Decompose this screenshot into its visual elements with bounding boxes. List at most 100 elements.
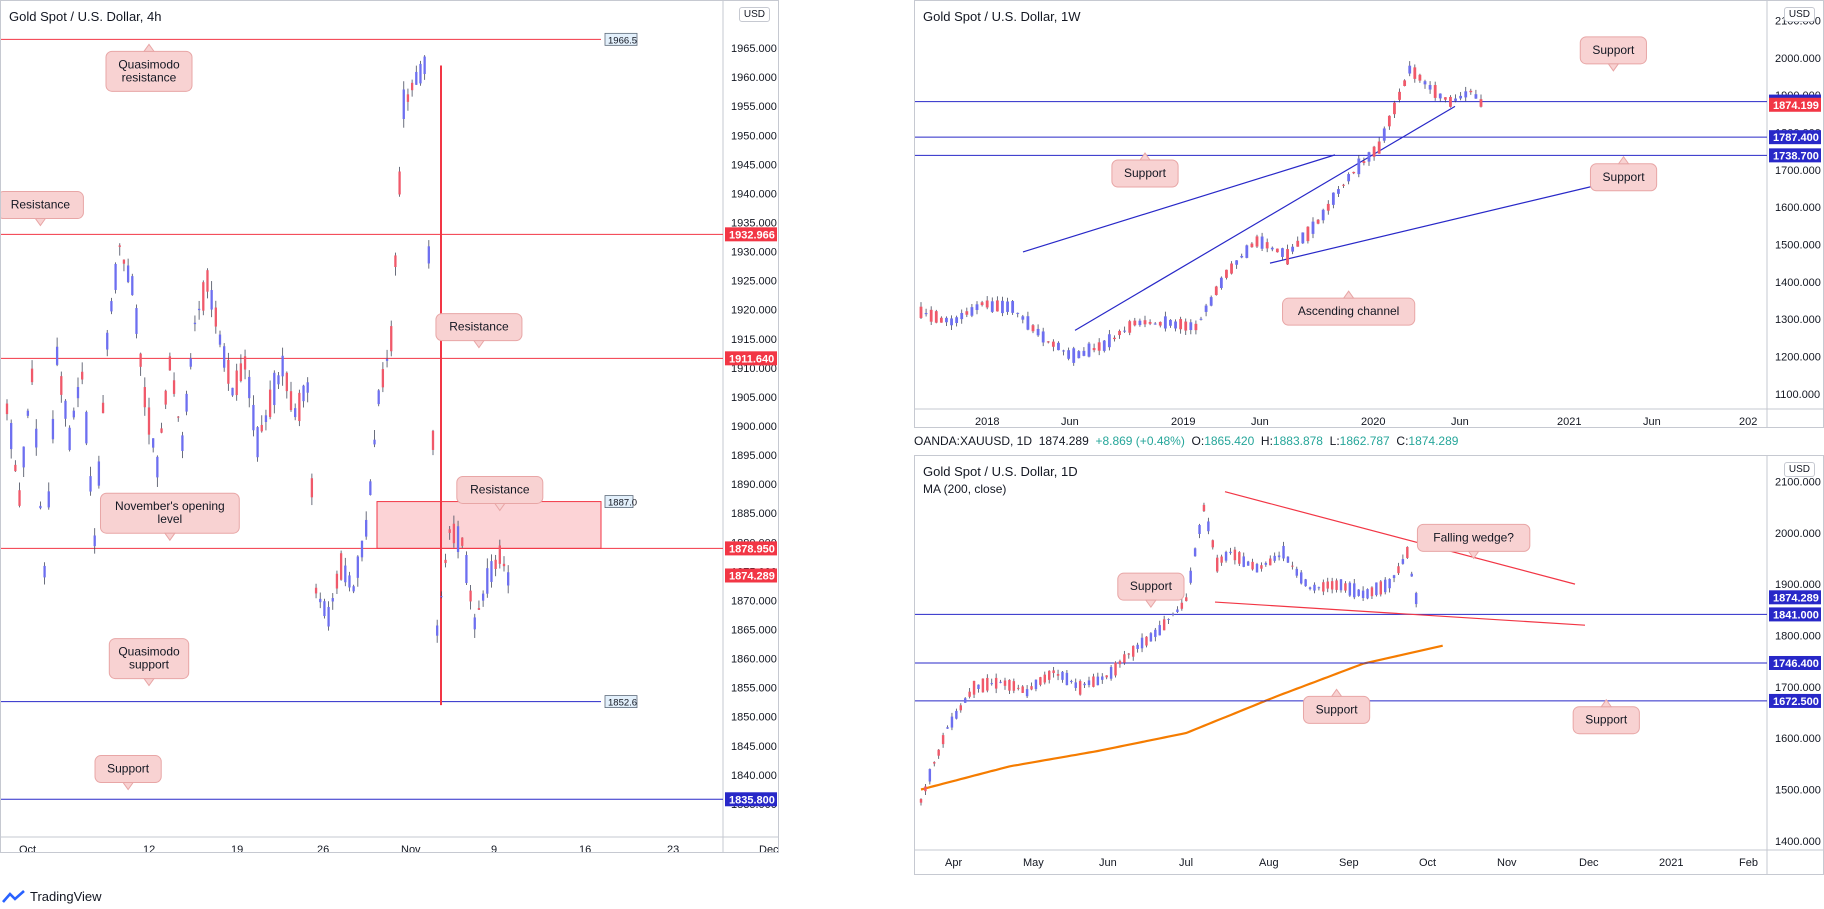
candle-body — [1207, 521, 1210, 532]
candle-body — [1052, 670, 1055, 674]
candle-body — [419, 63, 422, 84]
candle-body — [1136, 644, 1139, 649]
candle-body — [1269, 558, 1272, 566]
candle-body — [64, 400, 67, 419]
candle-body — [235, 370, 238, 396]
callout-pointer — [143, 678, 155, 687]
currency-badge[interactable]: USD — [738, 7, 770, 22]
candle-body — [35, 428, 38, 448]
x-tick-label: Sep — [1339, 857, 1359, 869]
tradingview-logo[interactable]: TradingView — [2, 889, 102, 904]
candle-body — [1304, 579, 1307, 587]
x-tick-label: Jun — [1099, 857, 1117, 869]
candle-body — [1176, 609, 1179, 613]
candle-body — [1163, 316, 1167, 329]
candle-body — [452, 523, 456, 544]
callout-pointer — [472, 340, 485, 349]
candle-body — [47, 491, 50, 508]
chart-panel-1d[interactable]: Gold Spot / U.S. Dollar, 1D MA (200, clo… — [914, 455, 1824, 875]
candle-body — [955, 710, 958, 719]
candle-body — [1061, 671, 1064, 680]
candle-body — [1077, 351, 1081, 359]
candle-body — [1153, 323, 1157, 325]
candle-body — [436, 625, 439, 636]
y-tick-label: 1600.000 — [1775, 733, 1821, 745]
y-tick-label: 1945.000 — [731, 159, 777, 171]
candle-body — [68, 427, 71, 450]
candle-body — [85, 411, 88, 444]
candle-body — [1291, 565, 1294, 567]
callout-pointer — [1342, 290, 1355, 299]
legend-close-label: C: — [1396, 434, 1409, 448]
candle-body — [264, 415, 268, 422]
x-tick-label: 2018 — [975, 416, 999, 428]
x-tick-label: Nov — [401, 844, 421, 853]
candle-body — [18, 490, 21, 506]
candle-body — [946, 727, 949, 729]
candle-body — [1438, 93, 1442, 99]
currency-badge[interactable]: USD — [1783, 462, 1815, 477]
candle-body — [1087, 343, 1091, 357]
candle-body — [281, 355, 284, 377]
candle-body — [214, 307, 217, 327]
candle-body — [1025, 689, 1029, 697]
candle-body — [1414, 593, 1418, 605]
candle-body — [55, 346, 59, 365]
price-tag-label: 1738.700 — [1773, 150, 1819, 162]
candle-body — [1317, 587, 1321, 589]
candle-body — [981, 678, 985, 693]
candle-body — [502, 563, 506, 567]
candle-body — [919, 798, 923, 803]
candle-body — [990, 301, 994, 312]
candle-body — [106, 332, 109, 350]
candle-body — [1352, 171, 1356, 174]
legend-low: 1862.787 — [1339, 434, 1390, 448]
candle-body — [465, 555, 468, 584]
candle-body — [1281, 248, 1284, 257]
chart-panel-4h[interactable]: Gold Spot / U.S. Dollar, 4h USD 1835.000… — [0, 0, 779, 853]
candle-body — [1245, 245, 1249, 258]
x-tick-label: Aug — [1259, 857, 1279, 869]
candle-body — [972, 680, 976, 695]
candle-body — [1449, 96, 1452, 107]
candle-body — [339, 553, 343, 580]
candle-body — [227, 359, 230, 384]
candle-body — [423, 56, 426, 75]
x-tick-label: 19 — [231, 844, 243, 853]
candle-body — [1109, 667, 1113, 679]
candle-body — [970, 307, 974, 316]
candle-body — [444, 559, 447, 564]
y-tick-label: 1300.000 — [1775, 314, 1821, 326]
candle-body — [1433, 85, 1437, 98]
currency-badge[interactable]: USD — [1783, 7, 1815, 22]
candle-body — [39, 505, 42, 509]
candle-body — [1039, 677, 1042, 685]
candle-body — [1251, 561, 1254, 570]
channel-lower — [1074, 105, 1456, 331]
candle-body — [1479, 99, 1483, 107]
candle-body — [985, 300, 989, 308]
candle-body — [965, 311, 969, 315]
y-tick-label: 1700.000 — [1775, 165, 1821, 177]
candle-body — [193, 322, 197, 325]
chart-1w-svg[interactable]: 1100.000 1200.000 1300.000 1400.000 1500.000… — [915, 1, 1824, 428]
chart-4h-svg[interactable]: 1835.0001840.0001845.0001850.0001855.000… — [1, 1, 779, 853]
candle-body — [1026, 316, 1030, 330]
candle-body — [1367, 152, 1371, 162]
candle-body — [110, 301, 113, 312]
callout-text: Support — [1130, 579, 1173, 593]
candle-body — [1331, 192, 1335, 205]
chart-panel-1w[interactable]: Gold Spot / U.S. Dollar, 1W USD 1100.000… — [914, 0, 1824, 428]
callout-pointer — [34, 218, 47, 227]
candle-body — [1238, 552, 1241, 564]
resistance-zone — [376, 501, 602, 549]
legend-low-label: L: — [1329, 434, 1340, 448]
candle-body — [335, 573, 339, 589]
candle-body — [1169, 319, 1172, 326]
candle-body — [937, 749, 940, 756]
y-tick-label: 1940.000 — [731, 188, 777, 200]
legend-high: 1883.878 — [1272, 434, 1323, 448]
chart-1d-svg[interactable]: 1400.000 1500.000 1600.000 1700.000 1800.000… — [915, 456, 1824, 875]
candle-body — [319, 598, 322, 603]
